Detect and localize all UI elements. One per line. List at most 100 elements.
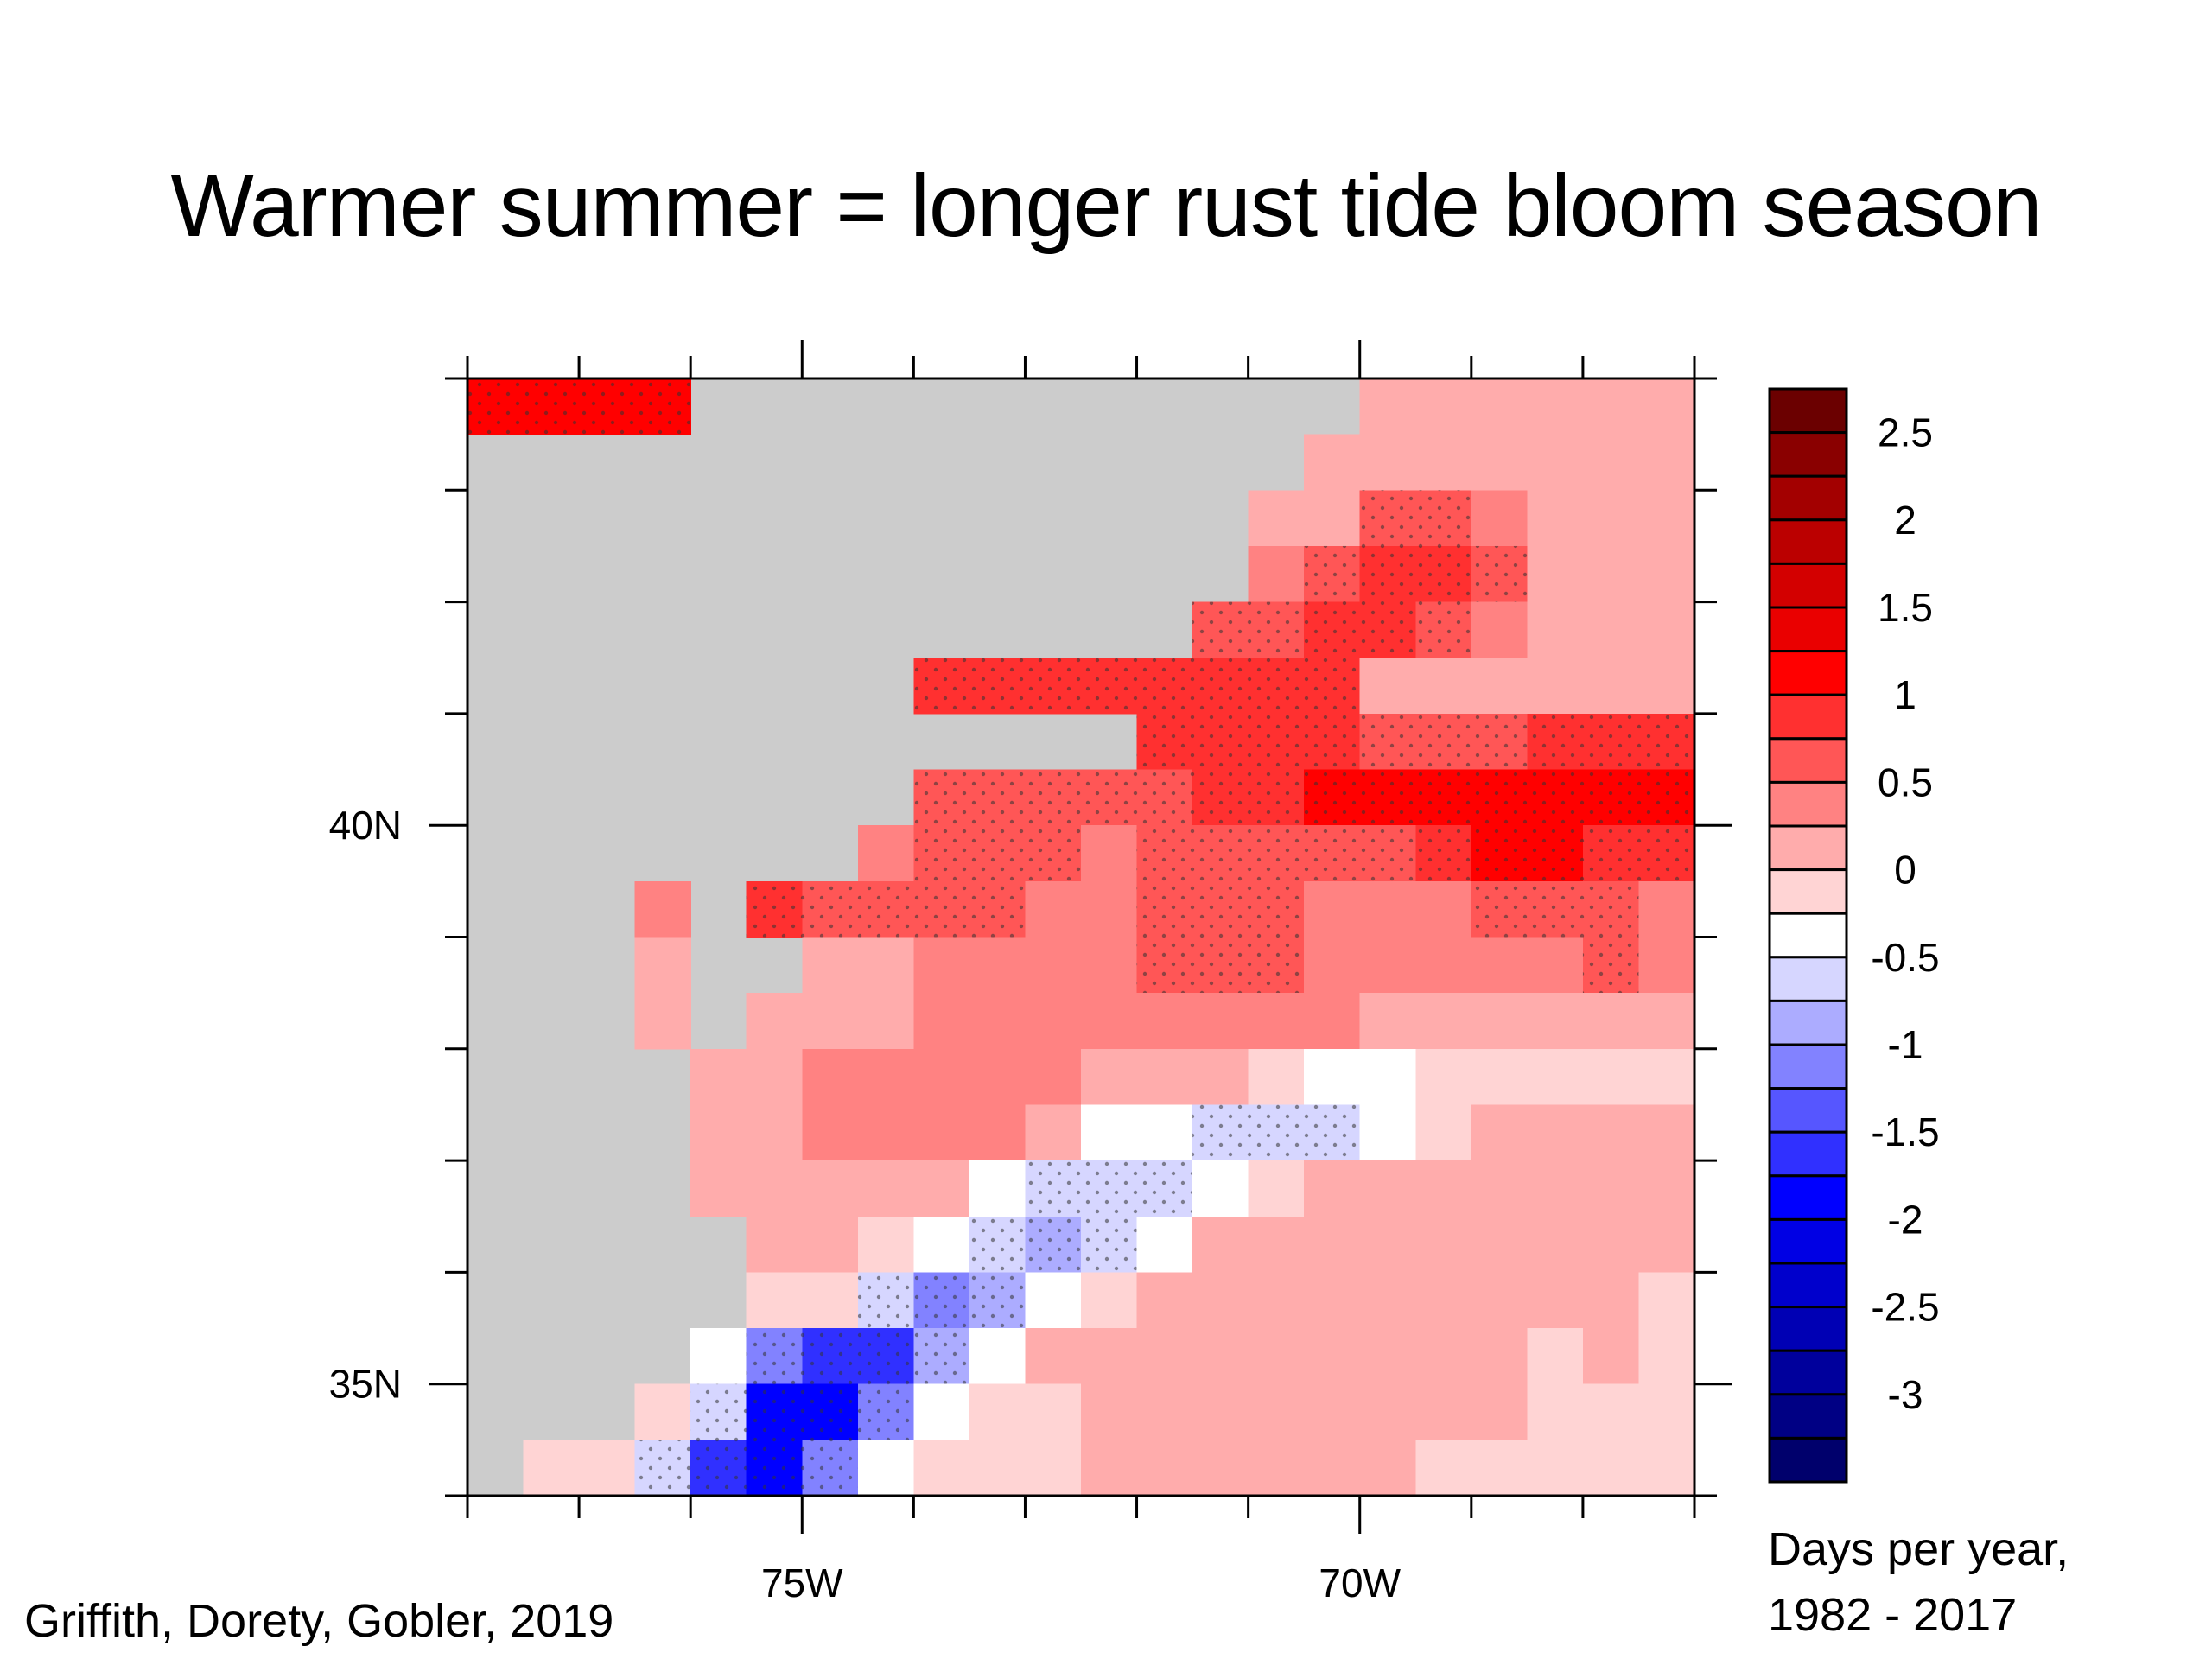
- significance-stipple: [1192, 658, 1249, 714]
- heatmap-cell: [634, 880, 691, 938]
- significance-stipple: [1527, 769, 1583, 826]
- colorbar-box: [1768, 1262, 1848, 1309]
- significance-stipple: [1136, 937, 1193, 994]
- heatmap-cell: [1359, 993, 1417, 1050]
- heatmap-cell: [1527, 1272, 1584, 1329]
- colorbar-box: [1768, 1217, 1848, 1265]
- colorbar-box: [1768, 1393, 1848, 1440]
- heatmap-cell: [1582, 993, 1640, 1050]
- heatmap-cell: [1081, 1440, 1138, 1497]
- heatmap-cell: [1415, 1160, 1472, 1217]
- colorbar-box: [1768, 737, 1848, 784]
- colorbar-box: [1768, 824, 1848, 872]
- heatmap-cell: [1081, 1328, 1138, 1385]
- heatmap-cell: [1527, 490, 1584, 547]
- heatmap-cell: [1248, 1160, 1305, 1217]
- colorbar-box: [1768, 780, 1848, 828]
- significance-stipple: [1248, 1104, 1305, 1161]
- heatmap-cell: [1136, 993, 1193, 1050]
- significance-stipple: [1359, 545, 1416, 602]
- heatmap-cell: [746, 1216, 804, 1274]
- colorbar-label: -0.5: [1871, 935, 1939, 980]
- heatmap-cell: [1527, 1383, 1584, 1441]
- significance-stipple: [1136, 1160, 1193, 1217]
- significance-stipple: [1415, 769, 1471, 826]
- heatmap-cell: [1415, 1048, 1472, 1106]
- significance-stipple: [1582, 713, 1639, 770]
- colorbar-label: 1: [1894, 672, 1916, 717]
- heatmap-cell: [969, 1104, 1027, 1161]
- heatmap-cell: [1471, 378, 1529, 435]
- significance-stipple: [1081, 769, 1137, 826]
- heatmap-cell: [1136, 1216, 1193, 1274]
- colorbar-box: [1768, 1174, 1848, 1221]
- colorbar-label: -2.5: [1871, 1285, 1939, 1330]
- heatmap-cell: [1471, 937, 1529, 994]
- heatmap-cell: [1081, 880, 1138, 938]
- significance-stipple: [802, 1440, 858, 1496]
- significance-stipple: [1527, 880, 1583, 938]
- heatmap-cell: [913, 1440, 970, 1497]
- heatmap-cell: [1304, 937, 1361, 994]
- colorbar-box: [1768, 606, 1848, 653]
- heatmap-cell: [1304, 434, 1361, 492]
- heatmap-cell: [1638, 993, 1695, 1050]
- significance-stipple: [1527, 825, 1583, 881]
- heatmap-cell: [1471, 490, 1529, 547]
- heatmap-cell: [1359, 1160, 1417, 1217]
- heatmap-cell: [857, 1160, 915, 1217]
- heatmap-cell: [690, 1328, 747, 1385]
- heatmap-cell: [1638, 1272, 1695, 1329]
- heatmap-cell: [1638, 490, 1695, 547]
- heatmap-cell: [1248, 1383, 1305, 1441]
- significance-stipple: [1192, 601, 1249, 658]
- units-line-2: 1982 - 2017: [1768, 1589, 2018, 1641]
- heatmap-cell: [1415, 378, 1472, 435]
- heatmap-cell: [1136, 1048, 1193, 1106]
- heatmap-cell: [634, 937, 691, 994]
- colorbar-label: 0.5: [1878, 760, 1933, 804]
- heatmap-cell: [690, 1160, 747, 1217]
- significance-stipple: [1304, 601, 1360, 658]
- heatmap-cell: [1582, 658, 1640, 715]
- significance-stipple: [913, 880, 969, 938]
- heatmap-cell: [1081, 993, 1138, 1050]
- heatmap-cells: [467, 378, 1695, 1497]
- heatmap-cell: [802, 1104, 859, 1161]
- heatmap-cell: [913, 1383, 970, 1441]
- heatmap-cell: [1248, 1216, 1305, 1274]
- heatmap-cell: [1415, 658, 1472, 715]
- heatmap-cell: [1359, 1440, 1417, 1497]
- heatmap-cell: [1304, 1216, 1361, 1274]
- significance-stipple: [1025, 658, 1081, 714]
- heatmap-cell: [1081, 825, 1138, 882]
- heatmap-cell: [1248, 1048, 1305, 1106]
- heatmap-cell: [1582, 378, 1640, 435]
- heatmap-cell: [969, 1440, 1027, 1497]
- heatmap-cell: [1471, 658, 1529, 715]
- significance-stipple: [969, 1216, 1026, 1273]
- colorbar-box: [1768, 1349, 1848, 1396]
- significance-stipple: [1638, 713, 1694, 770]
- heatmap-cell: [1415, 993, 1472, 1050]
- heatmap-cell: [1527, 1216, 1584, 1274]
- heatmap-cell: [1415, 434, 1472, 492]
- heatmap-cell: [969, 993, 1027, 1050]
- significance-stipple: [1638, 825, 1694, 881]
- significance-stipple: [1415, 545, 1471, 602]
- heatmap-cell: [1527, 1048, 1584, 1106]
- slide-title: Warmer summer = longer rust tide bloom s…: [170, 156, 2043, 255]
- significance-stipple: [913, 825, 969, 881]
- significance-stipple: [1192, 880, 1249, 938]
- colorbar-units: Days per year, 1982 - 2017: [1768, 1516, 2069, 1648]
- heatmap-cell: [1304, 1383, 1361, 1441]
- heatmap-cell: [1025, 937, 1082, 994]
- significance-stipple: [1359, 601, 1416, 658]
- significance-stipple: [1359, 713, 1416, 770]
- colorbar-box: [1768, 956, 1848, 1002]
- significance-stipple: [1638, 769, 1694, 826]
- significance-stipple: [857, 1328, 914, 1384]
- significance-stipple: [1136, 825, 1193, 881]
- colorbar-box: [1768, 518, 1848, 565]
